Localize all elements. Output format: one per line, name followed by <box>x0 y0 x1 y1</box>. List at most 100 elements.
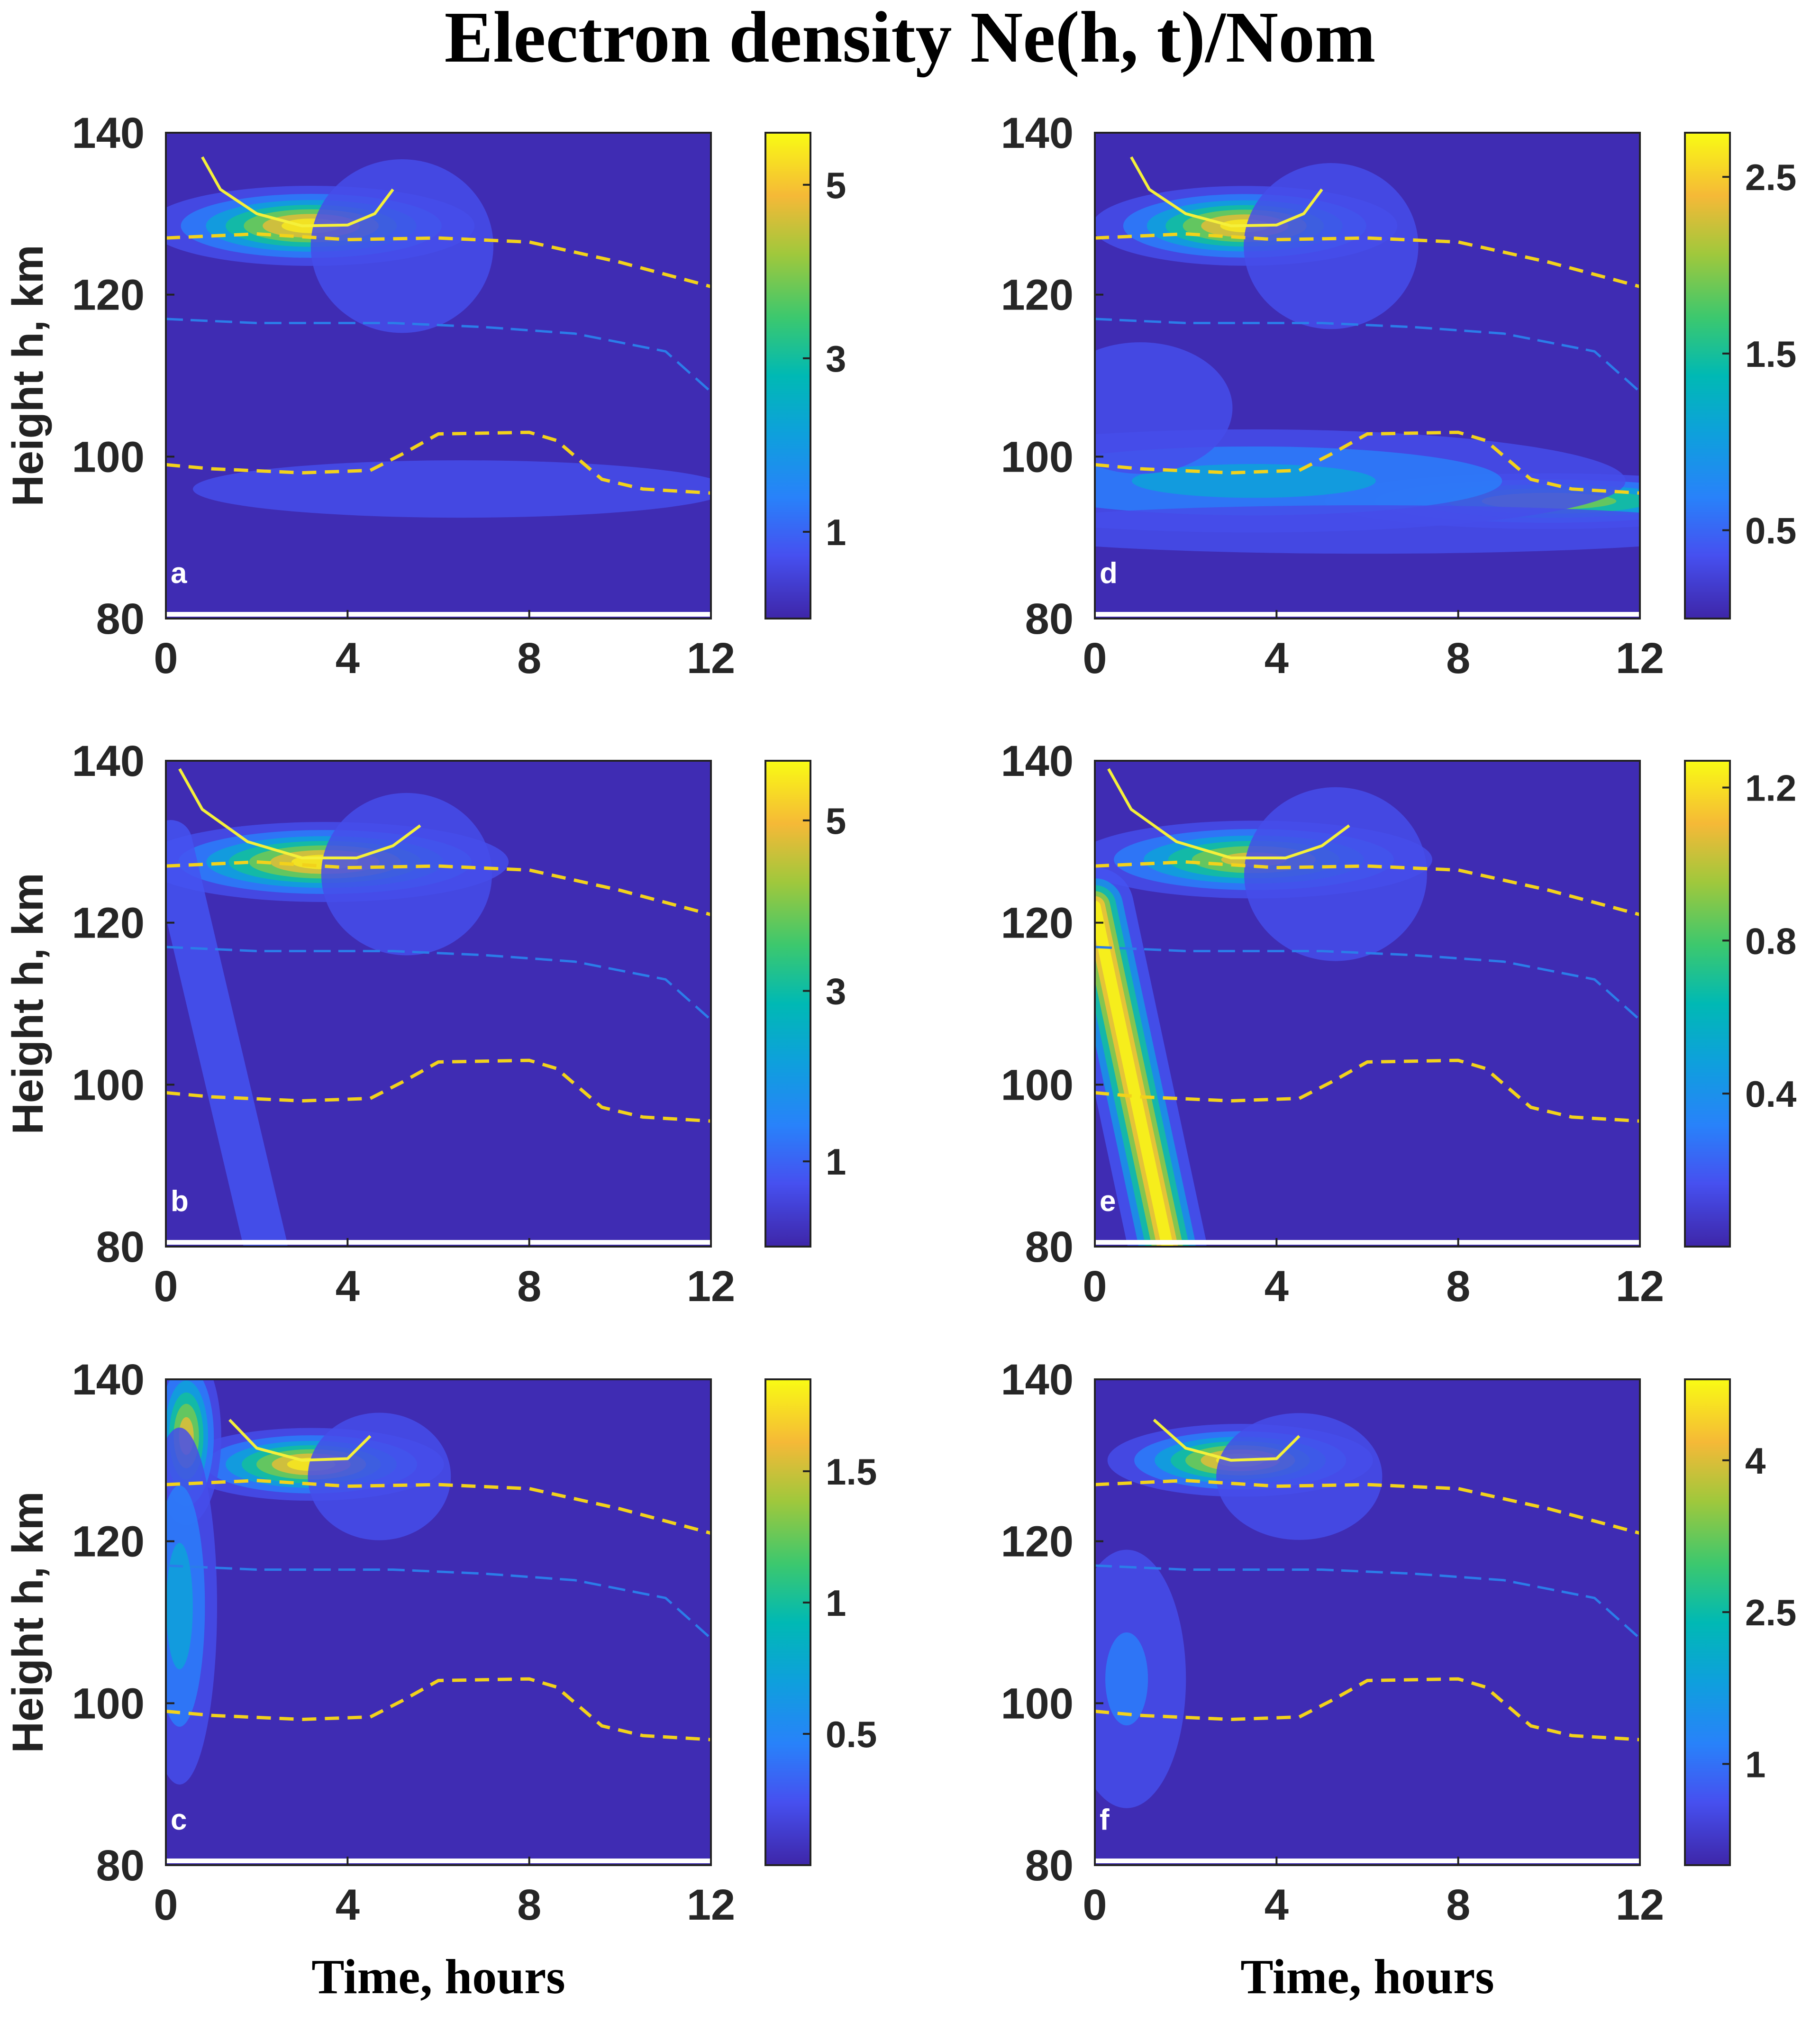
upper-dashed-line <box>1095 232 1640 288</box>
bottom-strip <box>166 1859 711 1863</box>
blue-dashed-line <box>1095 946 1640 1021</box>
colorbar-tick-label: 2.5 <box>1745 1592 1796 1633</box>
panel-label: b <box>171 1185 189 1218</box>
blue-dashed-line <box>166 946 711 1021</box>
plot-frame <box>165 760 712 1248</box>
density-feature-1 <box>1095 1549 1186 1808</box>
heatmap-field <box>166 156 711 518</box>
upper-dashed-line <box>1095 1478 1640 1535</box>
density-streak <box>166 820 288 1247</box>
colorbar: 0.5 1.5 2.5 <box>1684 132 1796 620</box>
colorbar-tick-label: 3 <box>826 971 846 1012</box>
y-tick-label: 80 <box>96 1841 145 1890</box>
lower-dashed-line <box>1095 1058 1640 1123</box>
x-tick-label: 4 <box>1265 634 1289 683</box>
solid-curve <box>1107 768 1350 859</box>
density-feature-1 <box>321 793 492 956</box>
colorbar-tick-label: 1 <box>826 1141 846 1183</box>
y-tick-label: 140 <box>1001 1356 1074 1404</box>
y-tick-label: 80 <box>96 595 145 643</box>
colorbar-tick-label: 0.4 <box>1745 1073 1796 1115</box>
solid-curve <box>1130 156 1323 228</box>
plot-frame <box>165 132 712 620</box>
colorbar: 1 3 5 <box>764 760 846 1248</box>
density-feature-1 <box>310 159 494 333</box>
density-feature-1 <box>1244 787 1427 961</box>
lower-dashed-line <box>166 1058 711 1123</box>
y-tick-label: 140 <box>72 1356 145 1404</box>
figure-title: Electron density Ne(h, t)/Nom <box>445 0 1376 78</box>
colorbar-tick-label: 2.5 <box>1745 156 1796 198</box>
y-tick-label: 100 <box>1001 1679 1074 1728</box>
bottom-strip <box>1095 612 1640 617</box>
x-tick-label: 8 <box>1446 1262 1470 1311</box>
x-axis-title: Time, hours <box>311 1950 565 2004</box>
colorbar-tick-label: 1 <box>826 511 846 553</box>
y-tick-label: 140 <box>1001 737 1074 785</box>
y-tick-label: 120 <box>1001 1518 1074 1566</box>
y-tick-label: 80 <box>1025 595 1074 643</box>
density-feature-2 <box>166 1427 217 1785</box>
density-feature-5 <box>1095 505 1640 554</box>
heatmap-field <box>166 1379 711 1785</box>
lower-dashed-line <box>166 430 711 495</box>
solid-curve <box>228 1419 372 1462</box>
blue-dashed-line <box>166 318 711 393</box>
x-tick-label: 0 <box>1083 1881 1107 1929</box>
x-tick-label: 0 <box>1083 1262 1107 1311</box>
blue-dashed-line <box>1095 318 1640 393</box>
upper-dashed-line <box>166 860 711 916</box>
x-tick-label: 8 <box>517 634 541 683</box>
colorbar-tick-label: 3 <box>826 338 846 380</box>
upper-dashed-line <box>1095 860 1640 916</box>
density-feature-2 <box>1216 1413 1383 1540</box>
lower-dashed-line <box>166 1677 711 1741</box>
panel-c: 0 4 8 12 80 100 120 140 c Height h, km Time, hours… <box>4 1356 877 2004</box>
y-tick-label: 80 <box>1025 1223 1074 1271</box>
colorbar-tick-label: 1 <box>826 1582 846 1624</box>
x-tick-label: 12 <box>1616 1262 1664 1311</box>
density-feature-3 <box>1095 342 1233 474</box>
y-tick-label: 100 <box>1001 1061 1074 1109</box>
x-tick-label: 8 <box>517 1262 541 1311</box>
colorbar-tick-label: 1.5 <box>1745 333 1796 375</box>
x-tick-label: 4 <box>336 1262 360 1311</box>
colorbar-tick-label: 0.5 <box>826 1713 877 1755</box>
panel-label: f <box>1100 1804 1110 1836</box>
colorbar-tick-label: 1.5 <box>826 1451 877 1493</box>
x-tick-label: 4 <box>1265 1262 1289 1311</box>
bottom-strip <box>166 612 711 617</box>
colorbar: 0.4 0.8 1.2 <box>1684 760 1796 1248</box>
bottom-strip <box>1095 1240 1640 1245</box>
y-tick-label: 80 <box>1025 1841 1074 1890</box>
x-tick-label: 8 <box>1446 1881 1470 1929</box>
panel-label: e <box>1100 1185 1116 1218</box>
colorbar-tick-label: 4 <box>1745 1440 1765 1482</box>
x-tick-label: 8 <box>1446 634 1470 683</box>
heatmap-field <box>1095 768 1640 1247</box>
y-tick-label: 80 <box>96 1223 145 1271</box>
lower-dashed-line <box>1095 430 1640 495</box>
heatmap-field <box>166 768 711 1247</box>
upper-dashed-line <box>166 1478 711 1535</box>
density-feature-4 <box>1244 163 1419 329</box>
x-tick-label: 12 <box>1616 1881 1664 1929</box>
colorbar-tick-label: 1.2 <box>1745 767 1796 809</box>
bottom-strip <box>1095 1859 1640 1863</box>
y-axis-title: Height h, km <box>4 1491 52 1753</box>
density-feature-2 <box>193 460 711 518</box>
x-tick-label: 4 <box>336 1881 360 1929</box>
y-tick-label: 140 <box>1001 109 1074 157</box>
x-tick-label: 4 <box>336 634 360 683</box>
panel-label: d <box>1100 557 1118 590</box>
colorbar-tick-label: 0.8 <box>1745 920 1796 962</box>
x-tick-label: 0 <box>1083 634 1107 683</box>
y-tick-label: 120 <box>1001 899 1074 948</box>
y-tick-label: 100 <box>72 1061 145 1109</box>
panel-e: 0 4 8 12 80 100 120 140 e 0.4 0.8 1.2 <box>1001 737 1797 1311</box>
colorbar: 1 3 5 <box>764 132 846 620</box>
panel-a: 0 4 8 12 80 100 120 140 a Height h, km 1 3 5 <box>4 109 846 683</box>
x-tick-label: 0 <box>154 1881 178 1929</box>
panel-label: a <box>171 557 187 590</box>
blue-dashed-line <box>166 1564 711 1640</box>
